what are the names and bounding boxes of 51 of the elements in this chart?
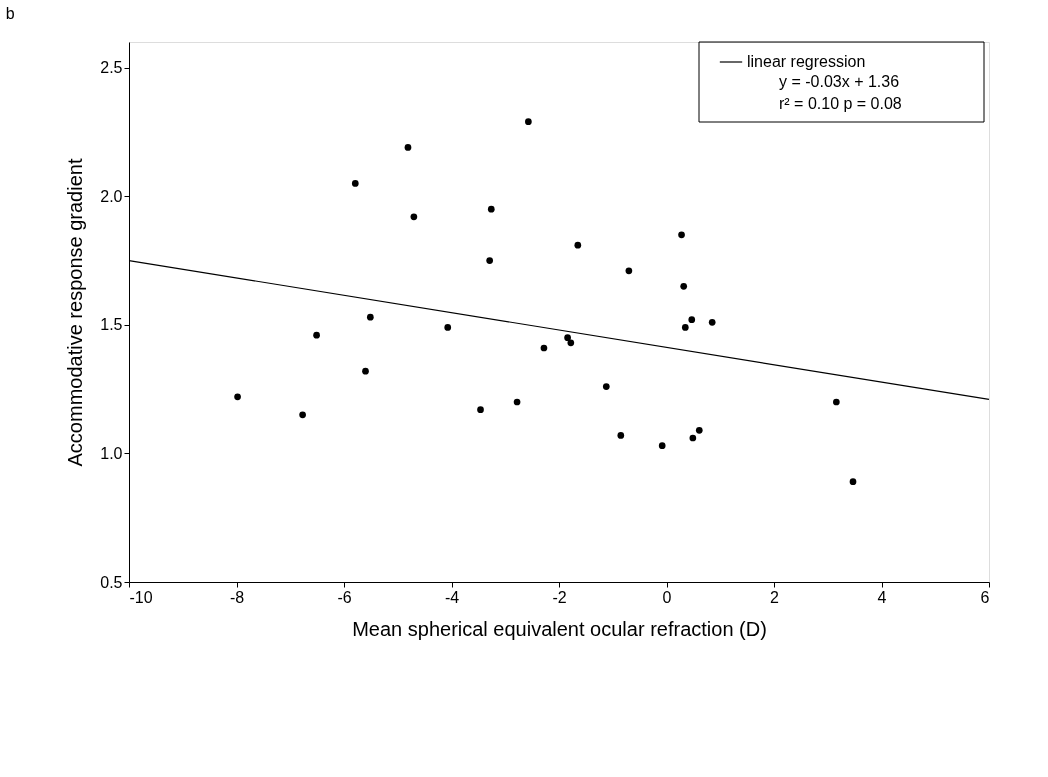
chart-title: b xyxy=(5,4,15,22)
point xyxy=(833,398,840,406)
x-tick-label: 4 xyxy=(877,588,887,606)
x-tick-label: -6 xyxy=(337,588,352,606)
point xyxy=(540,344,548,352)
point xyxy=(688,316,696,324)
point xyxy=(525,118,532,126)
x-axis-title: Mean spherical equivalent ocular refraction (D) xyxy=(352,617,767,640)
y-tick-label: 2.0 xyxy=(100,187,123,205)
x-tick-label: -2 xyxy=(552,588,567,606)
y-tick-label: 1.5 xyxy=(100,316,123,334)
y-axis-title: Accommodative response gradient xyxy=(64,158,87,467)
x-tick-label: 6 xyxy=(980,588,990,606)
annotation: r² = 0.10 p = 0.08 xyxy=(779,95,902,112)
y-tick-label: 2.5 xyxy=(100,59,123,77)
point xyxy=(366,313,374,321)
point xyxy=(477,406,484,414)
point xyxy=(351,180,359,187)
y-tick-label: 1.0 xyxy=(100,444,123,462)
point xyxy=(708,318,716,326)
point xyxy=(444,324,452,331)
point xyxy=(513,398,521,406)
point xyxy=(487,205,495,213)
x-tick-label: -8 xyxy=(229,588,245,606)
point xyxy=(564,334,571,342)
point xyxy=(681,324,689,331)
point xyxy=(849,478,857,486)
x-tick-label: -4 xyxy=(444,588,460,606)
point xyxy=(574,241,582,249)
point xyxy=(234,393,241,401)
x-tick-label: 2 xyxy=(770,588,780,606)
point xyxy=(658,442,666,450)
legend-label: linear regression xyxy=(747,53,866,70)
point xyxy=(486,257,494,264)
x-tick-label: -10 xyxy=(129,588,153,606)
y-tick-label: 0.5 xyxy=(100,573,123,591)
point xyxy=(695,426,703,434)
point xyxy=(362,367,369,375)
point xyxy=(617,432,625,439)
point xyxy=(680,282,688,290)
x-tick-label: 0 xyxy=(662,588,672,606)
point xyxy=(602,383,610,390)
point xyxy=(567,339,575,347)
point xyxy=(678,231,685,239)
annotation: y = -0.03x + 1.36 xyxy=(779,73,900,90)
point xyxy=(313,331,320,339)
point xyxy=(404,144,412,151)
point xyxy=(689,434,697,442)
point xyxy=(625,267,633,275)
point xyxy=(299,411,306,419)
point xyxy=(410,213,418,221)
